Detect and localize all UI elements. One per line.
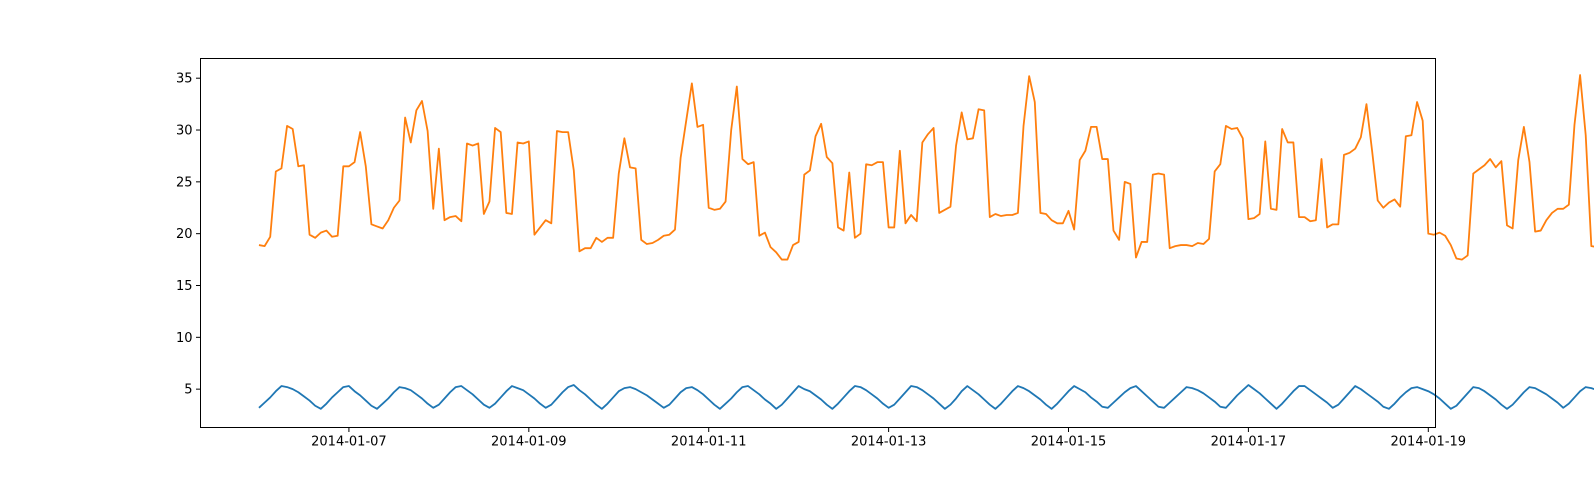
x-tick-label: 2014-01-17 [1211, 435, 1287, 450]
series-line-1 [258, 384, 1594, 410]
y-tick-label: 25 [176, 175, 193, 190]
y-tick-label: 20 [176, 227, 193, 242]
series-line-2 [258, 74, 1594, 261]
x-axis: 2014-01-07 2014-01-09 2014-01-11 2014-01-13… [311, 427, 1467, 450]
series-layer [258, 74, 1594, 410]
y-tick-label: 30 [176, 124, 193, 139]
y-tick-label: 5 [184, 383, 192, 398]
x-tick-label: 2014-01-13 [851, 435, 927, 450]
x-tick-label: 2014-01-19 [1391, 435, 1467, 450]
x-tick-label: 2014-01-11 [671, 435, 747, 450]
x-tick-label: 2014-01-07 [311, 435, 387, 450]
y-axis: 5 10 15 20 25 30 35 [176, 72, 201, 398]
y-tick-label: 10 [176, 331, 193, 346]
y-tick-label: 35 [176, 72, 193, 87]
x-tick-label: 2014-01-09 [491, 435, 567, 450]
plot-area-frame [200, 58, 1436, 428]
x-tick-label: 2014-01-15 [1031, 435, 1107, 450]
y-tick-label: 15 [176, 279, 193, 294]
